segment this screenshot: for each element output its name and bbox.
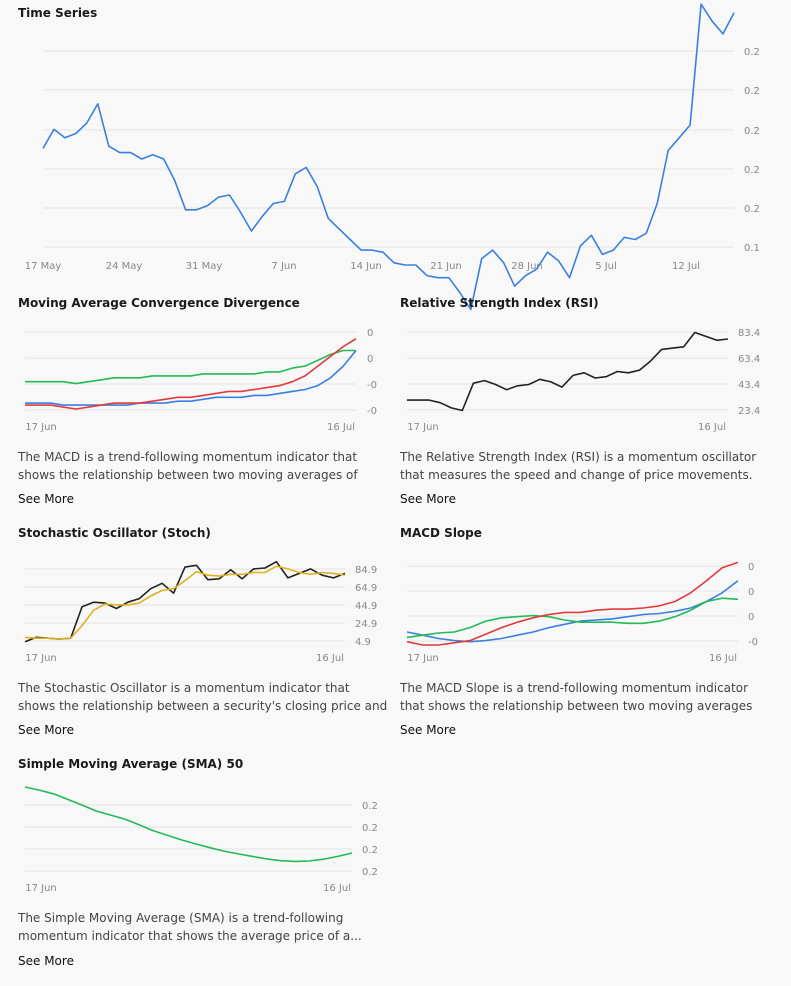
ts-x-tick-label: 7 Jun [271,261,296,272]
rsi-y-tick-label: 43.4 [738,380,760,391]
stoch-y-tick-label: 4.9 [355,637,371,648]
chart-title-sma: Simple Moving Average (SMA) 50 [18,757,244,771]
ts-y-tick-label: 0.2 [744,86,760,97]
macd-slope-see-more-link[interactable]: See More [400,723,456,737]
sma-y-tick-label: 0.2 [362,823,378,834]
chart-title-time-series: Time Series [18,6,98,20]
sma-y-tick-label: 0.2 [362,867,378,878]
ts-x-tick-label: 31 May [186,261,223,272]
macd-y-tick-label: -0 [367,406,377,417]
sma-description: The Simple Moving Average (SMA) is a tre… [18,911,362,943]
ts-x-tick-label: 14 Jun [350,261,382,272]
ts-y-tick-label: 0.2 [744,126,760,137]
ts-y-tick-label: 0.2 [744,165,760,176]
stoch-description: The Stochastic Oscillator is a momentum … [18,681,388,713]
macd-series-macd [25,349,357,406]
ts-x-tick-label: 28 Jun [511,261,543,272]
rsi-x-tick-label: 16 Jul [698,422,726,433]
macd-y-tick-label: 0 [367,354,373,365]
sma-y-tick-label: 0.2 [362,801,378,812]
rsi-y-tick-label: 63.4 [738,354,760,365]
stoch-y-tick-label: 44.9 [355,601,377,612]
sma-chart: 0.2 0.2 0.2 0.2 17 Jun 16 Jul [24,786,378,894]
slope-y-tick-label: 0 [748,612,754,623]
sma-see-more-link[interactable]: See More [18,954,74,968]
stoch-series--d [24,565,346,640]
macd-series-signal [25,349,356,385]
ts-y-tick-label: 0.2 [744,47,760,58]
rsi-y-tick-label: 23.4 [738,406,760,417]
slope-series-histogram [406,561,739,646]
ts-y-tick-label: 0.1 [744,243,760,254]
stoch-series--k [24,560,346,643]
rsi-series-rsi [407,331,729,412]
slope-y-tick-label: 0 [748,587,754,598]
ts-x-tick-label: 17 May [25,261,62,272]
chart-title-macd-slope: MACD Slope [400,526,482,540]
chart-title-rsi: Relative Strength Index (RSI) [400,296,599,310]
slope-series-signal [406,597,739,639]
ts-y-tick-label: 0.2 [744,204,760,215]
rsi-x-tick-label: 17 Jun [407,422,439,433]
ts-series-price [42,3,735,311]
macd-slope-chart: 0 0 0 -0 17 Jun 16 Jul [406,561,758,664]
macd-chart: 0 0 -0 -0 17 Jun 16 Jul [25,328,377,433]
macd-x-tick-label: 17 Jun [25,422,57,433]
ts-x-tick-label: 5 Jul [595,261,617,272]
ts-x-tick-label: 21 Jun [430,261,462,272]
rsi-see-more-link[interactable]: See More [400,492,456,506]
rsi-y-tick-label: 83.4 [738,328,760,339]
stoch-x-tick-label: 16 Jul [316,653,344,664]
slope-y-tick-label: 0 [748,562,754,573]
macd-description: The MACD is a trend-following momentum i… [18,450,358,482]
macd-series-histogram [25,338,357,410]
stoch-see-more-link[interactable]: See More [18,723,74,737]
slope-x-tick-label: 16 Jul [709,653,737,664]
sma-y-tick-label: 0.2 [362,845,378,856]
sma-x-tick-label: 17 Jun [25,883,57,894]
ts-x-tick-label: 24 May [106,261,143,272]
slope-x-tick-label: 17 Jun [407,653,439,664]
stoch-chart: 84.9 64.9 44.9 24.9 4.9 17 Jun 16 Jul [24,560,377,664]
rsi-chart: 83.4 63.4 43.4 23.4 17 Jun 16 Jul [407,328,760,433]
macd-see-more-link[interactable]: See More [18,492,74,506]
stoch-y-tick-label: 84.9 [355,565,377,576]
stoch-x-tick-label: 17 Jun [25,653,57,664]
slope-y-tick-label: -0 [748,637,758,648]
stoch-y-tick-label: 64.9 [355,583,377,594]
time-series-chart: 0.2 0.2 0.2 0.2 0.2 0.1 17 May 24 May 31 May 7 Ju… [25,3,760,311]
macd-x-tick-label: 16 Jul [327,422,355,433]
macd-y-tick-label: -0 [367,380,377,391]
macd-slope-description: The MACD Slope is a trend-following mome… [400,681,753,713]
chart-title-stoch: Stochastic Oscillator (Stoch) [18,526,211,540]
ts-x-tick-label: 12 Jul [672,261,700,272]
macd-y-tick-label: 0 [367,328,373,339]
rsi-description: The Relative Strength Index (RSI) is a m… [400,450,757,482]
sma-x-tick-label: 16 Jul [323,883,351,894]
stoch-y-tick-label: 24.9 [355,619,377,630]
sma-series-sma-50 [24,786,353,863]
chart-title-macd: Moving Average Convergence Divergence [18,296,300,310]
